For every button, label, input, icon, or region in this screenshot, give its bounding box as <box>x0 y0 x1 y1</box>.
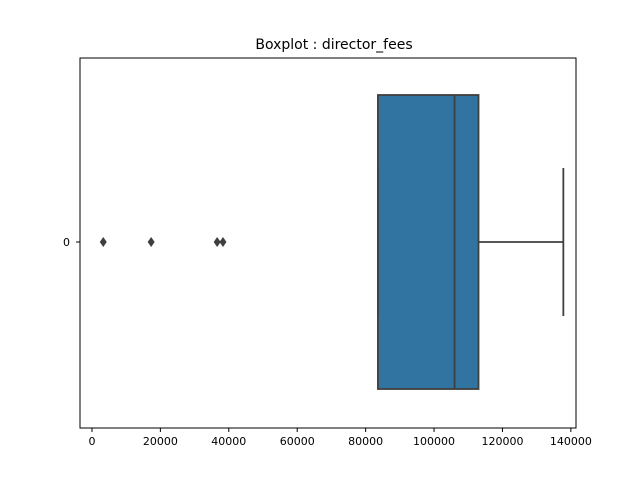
iqr-box <box>377 94 480 390</box>
outlier-point <box>213 237 221 247</box>
outlier-point <box>219 237 227 247</box>
chart-title: Boxplot : director_fees <box>255 37 412 53</box>
x-tick-label: 120000 <box>481 435 523 448</box>
x-tick-label: 140000 <box>550 435 592 448</box>
x-tick-label: 0 <box>88 435 95 448</box>
x-tick-label: 80000 <box>348 435 383 448</box>
plot-area-frame <box>79 57 577 429</box>
x-tick-label: 100000 <box>413 435 455 448</box>
outlier-point <box>147 237 155 247</box>
x-tick-label: 20000 <box>143 435 178 448</box>
outlier-point <box>99 237 107 247</box>
x-tick-label: 40000 <box>211 435 246 448</box>
x-tick-label: 60000 <box>280 435 315 448</box>
y-tick-label: 0 <box>63 236 70 249</box>
